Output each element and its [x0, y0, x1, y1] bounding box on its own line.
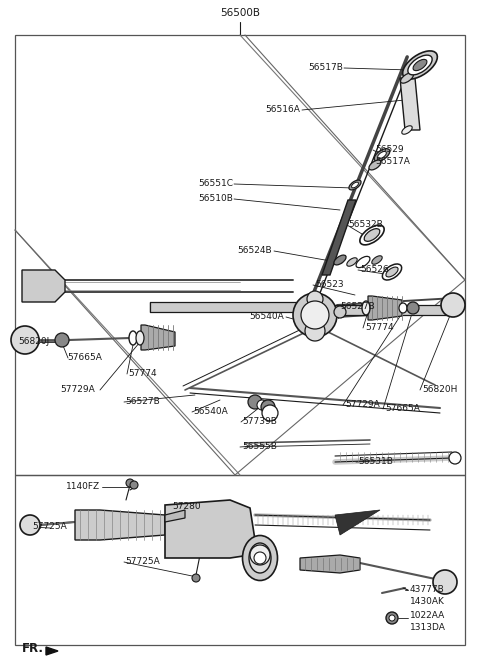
Text: 56523: 56523 [315, 280, 344, 289]
Ellipse shape [402, 126, 412, 134]
Ellipse shape [400, 73, 413, 83]
Text: 57739B: 57739B [242, 417, 277, 426]
Ellipse shape [136, 331, 144, 345]
Circle shape [305, 321, 325, 341]
Text: 56517A: 56517A [375, 157, 410, 166]
Text: 57774: 57774 [128, 369, 156, 378]
Polygon shape [368, 296, 402, 320]
Ellipse shape [242, 535, 277, 581]
Circle shape [126, 479, 134, 487]
Ellipse shape [334, 255, 346, 265]
Text: 1313DA: 1313DA [410, 623, 446, 632]
Text: 1140FZ: 1140FZ [66, 482, 100, 491]
Text: 1430AK: 1430AK [410, 597, 445, 606]
Polygon shape [300, 555, 360, 573]
Text: 56510B: 56510B [198, 194, 233, 203]
Polygon shape [75, 510, 165, 540]
Ellipse shape [413, 60, 427, 71]
Circle shape [389, 615, 395, 621]
Text: 57725A: 57725A [125, 557, 160, 566]
Polygon shape [22, 270, 65, 302]
Ellipse shape [347, 258, 357, 266]
Circle shape [307, 291, 323, 307]
Ellipse shape [378, 151, 386, 159]
Circle shape [301, 301, 329, 329]
Text: 56526: 56526 [360, 265, 389, 274]
Text: 56516A: 56516A [265, 105, 300, 114]
Text: 56540A: 56540A [249, 312, 284, 321]
Circle shape [441, 293, 465, 317]
Text: 56540A: 56540A [193, 407, 228, 416]
Circle shape [192, 574, 200, 582]
Bar [15, 35, 465, 475]
Circle shape [248, 395, 262, 409]
Bar [15, 475, 465, 645]
Text: 57729A: 57729A [60, 385, 95, 394]
Text: 56524B: 56524B [238, 246, 272, 255]
Text: 56500B: 56500B [220, 8, 260, 18]
Ellipse shape [403, 51, 437, 79]
Circle shape [334, 306, 346, 318]
Polygon shape [335, 510, 380, 535]
Polygon shape [141, 325, 175, 350]
Circle shape [262, 405, 278, 421]
Polygon shape [165, 500, 255, 558]
Text: 56820J: 56820J [18, 337, 49, 346]
Polygon shape [165, 510, 185, 522]
Circle shape [20, 515, 40, 535]
Ellipse shape [351, 182, 359, 188]
Ellipse shape [362, 301, 370, 315]
Text: 56531B: 56531B [358, 457, 393, 466]
Polygon shape [46, 647, 58, 655]
Circle shape [386, 612, 398, 624]
Text: 56527B: 56527B [340, 302, 375, 311]
Circle shape [250, 545, 270, 565]
Circle shape [433, 570, 457, 594]
Text: 56529: 56529 [375, 145, 404, 154]
Polygon shape [400, 78, 420, 130]
Ellipse shape [356, 256, 370, 268]
Text: 56555B: 56555B [242, 442, 277, 451]
Text: 57774: 57774 [365, 323, 394, 332]
Polygon shape [322, 200, 356, 275]
Text: 56517B: 56517B [308, 63, 343, 72]
Circle shape [11, 326, 39, 354]
Circle shape [261, 400, 275, 414]
Text: 56527B: 56527B [125, 397, 160, 406]
Circle shape [254, 552, 266, 564]
Ellipse shape [374, 149, 390, 161]
Circle shape [55, 333, 69, 347]
Bar [315, 305, 450, 315]
Ellipse shape [386, 267, 398, 277]
Text: 56551C: 56551C [198, 179, 233, 188]
Ellipse shape [364, 229, 380, 242]
Ellipse shape [129, 331, 137, 345]
Text: 57280: 57280 [172, 502, 201, 511]
Circle shape [257, 400, 267, 410]
Text: 56820H: 56820H [422, 385, 457, 394]
Circle shape [449, 452, 461, 464]
Ellipse shape [360, 225, 384, 245]
Circle shape [293, 293, 337, 337]
Text: 43777B: 43777B [410, 585, 445, 594]
Ellipse shape [249, 543, 271, 573]
Ellipse shape [349, 180, 361, 190]
Text: 1022AA: 1022AA [410, 611, 445, 620]
Text: 56532B: 56532B [348, 220, 383, 229]
Ellipse shape [399, 303, 407, 313]
Text: 57665A: 57665A [385, 404, 420, 413]
Bar [150, 302, 315, 312]
Ellipse shape [383, 264, 402, 280]
Text: 57665A: 57665A [67, 353, 102, 362]
Text: 57729A: 57729A [345, 400, 380, 409]
Ellipse shape [408, 55, 432, 75]
Ellipse shape [369, 160, 381, 170]
Text: 57725A: 57725A [32, 522, 67, 531]
Text: FR.: FR. [22, 642, 44, 655]
Circle shape [130, 481, 138, 489]
Circle shape [407, 302, 419, 314]
Ellipse shape [372, 256, 382, 264]
